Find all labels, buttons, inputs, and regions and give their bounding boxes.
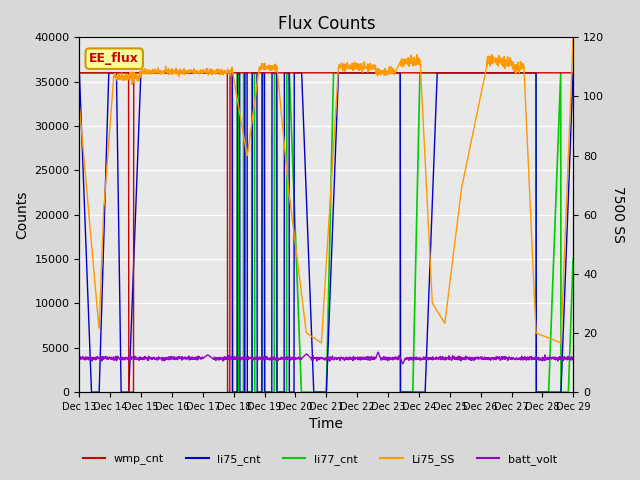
Title: Flux Counts: Flux Counts [278, 15, 375, 33]
Y-axis label: Counts: Counts [15, 191, 29, 239]
Text: EE_flux: EE_flux [90, 52, 139, 65]
Legend: wmp_cnt, li75_cnt, li77_cnt, Li75_SS, batt_volt: wmp_cnt, li75_cnt, li77_cnt, Li75_SS, ba… [78, 450, 562, 469]
X-axis label: Time: Time [309, 418, 344, 432]
Y-axis label: 7500 SS: 7500 SS [611, 186, 625, 243]
